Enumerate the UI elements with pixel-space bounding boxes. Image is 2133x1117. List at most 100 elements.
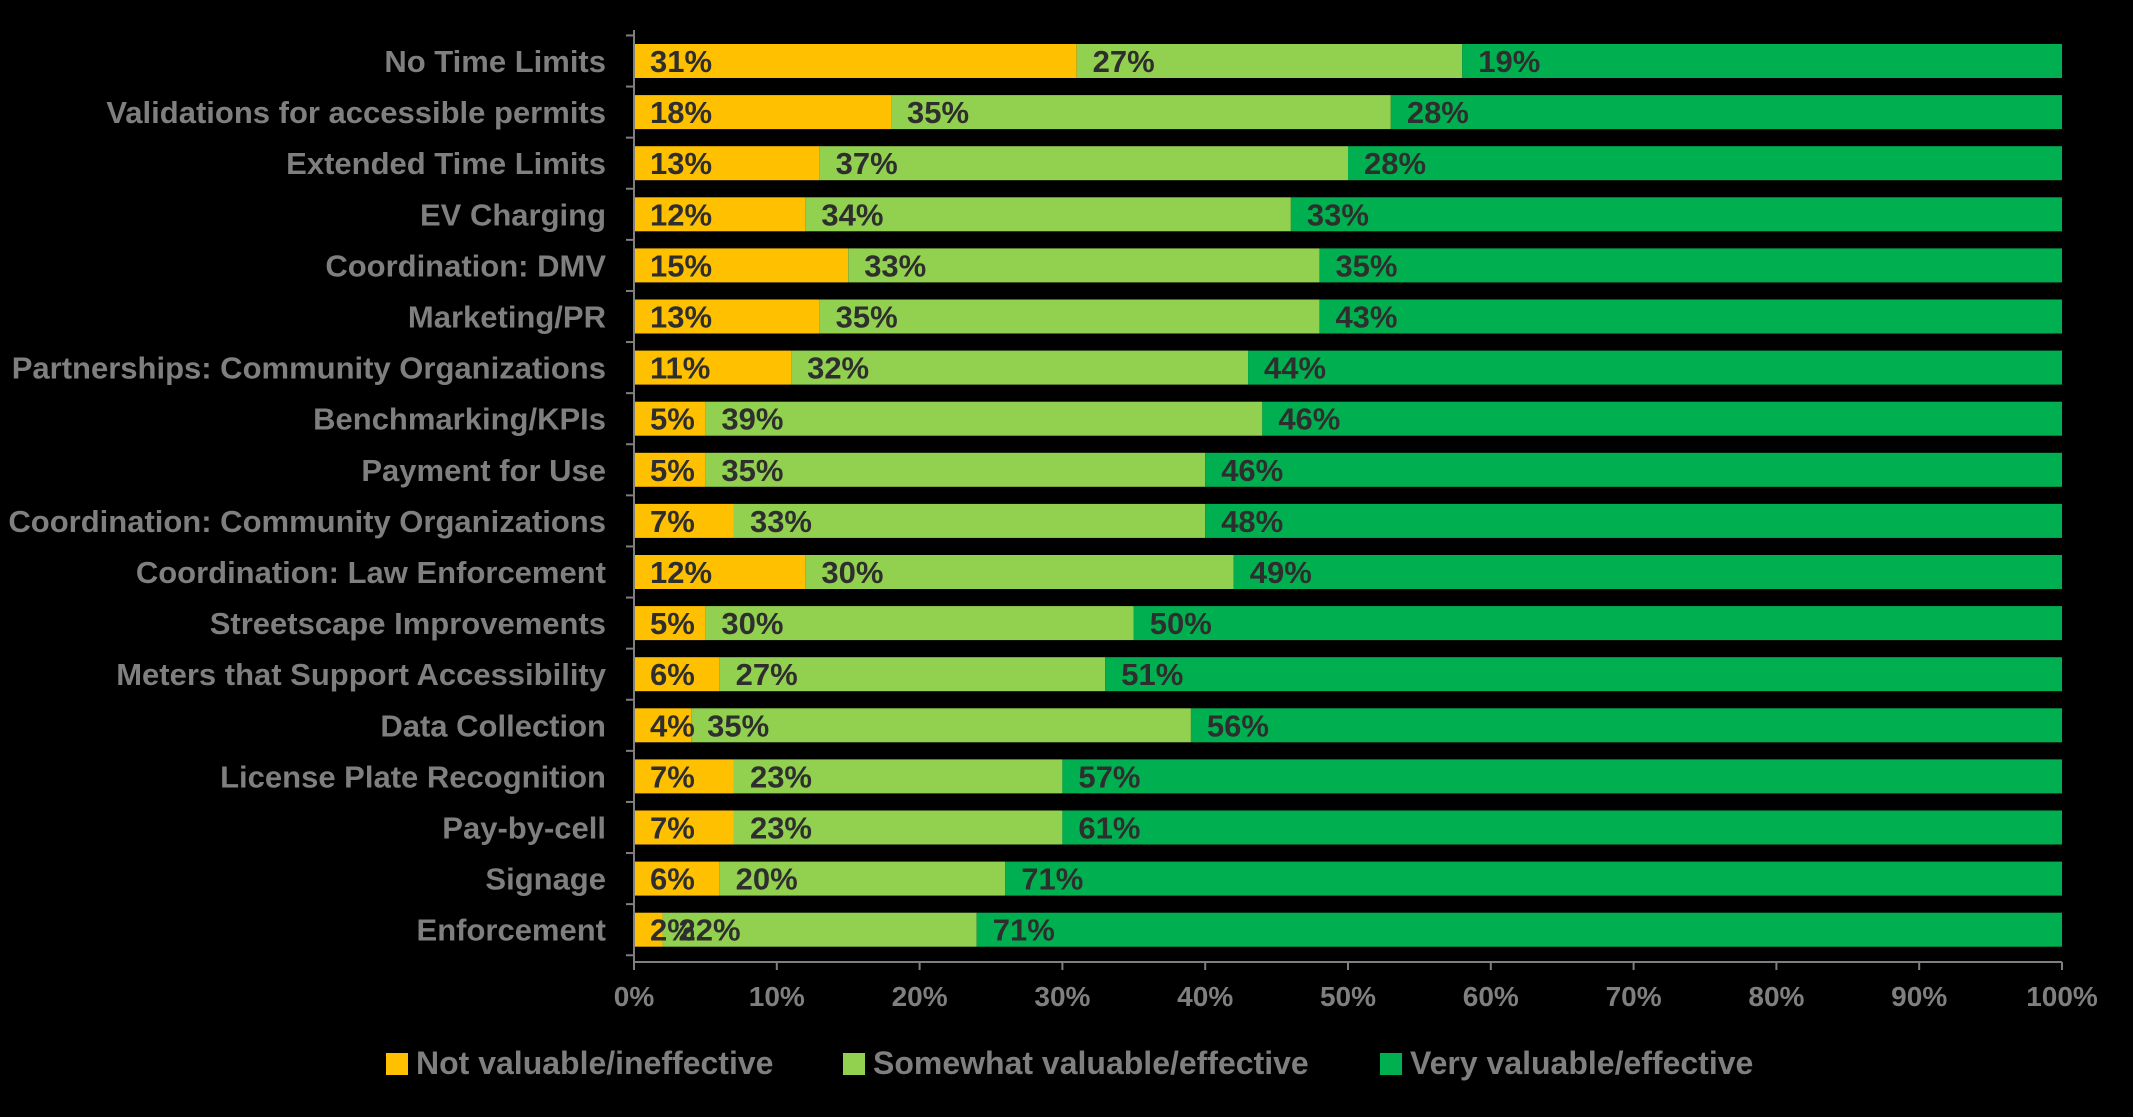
category-label: Partnerships: Community Organizations	[12, 351, 606, 386]
data-label: 28%	[1364, 146, 1426, 181]
data-label: 23%	[750, 759, 812, 794]
category-label: Meters that Support Accessibility	[116, 657, 607, 692]
data-label: 61%	[1078, 811, 1140, 846]
x-tick-label: 0%	[614, 981, 655, 1012]
bar-segment	[634, 44, 1077, 78]
bar-segment	[1348, 146, 2062, 181]
data-label: 33%	[750, 504, 812, 539]
category-label: No Time Limits	[384, 44, 606, 79]
data-label: 4%	[650, 708, 695, 743]
bar-segment	[819, 146, 1348, 181]
category-labels-group: No Time Limits Validations for accessible…	[8, 44, 606, 948]
bar-segment	[634, 452, 706, 487]
data-label: 35%	[707, 708, 769, 743]
category-label: Coordination: Law Enforcement	[136, 555, 606, 590]
data-label: 20%	[736, 862, 798, 897]
bar-segment	[705, 452, 1206, 487]
data-label: 28%	[1407, 95, 1469, 130]
x-tick-label: 20%	[892, 981, 948, 1012]
data-label: 23%	[750, 811, 812, 846]
bar-segment	[1248, 350, 2062, 385]
category-label: License Plate Recognition	[220, 759, 606, 794]
bar-segment	[791, 350, 1249, 385]
data-label: 11%	[650, 351, 710, 386]
bar-segment	[705, 606, 1134, 641]
data-label: 51%	[1121, 657, 1183, 692]
data-label: 19%	[1478, 44, 1540, 79]
legend-swatch	[386, 1053, 408, 1075]
bar-segment	[848, 248, 1320, 283]
data-label: 18%	[650, 95, 712, 130]
bar-segment	[634, 861, 720, 896]
category-label: EV Charging	[420, 197, 606, 232]
bar-segment	[1205, 503, 2062, 538]
data-label: 35%	[836, 300, 898, 335]
bar-segment	[1233, 555, 2062, 589]
x-tick-label: 90%	[1891, 981, 1947, 1012]
category-label: Signage	[485, 862, 606, 897]
legend-label: Very valuable/effective	[1410, 1045, 1753, 1081]
data-label: 49%	[1250, 555, 1312, 590]
data-label: 56%	[1207, 708, 1269, 743]
data-label: 57%	[1078, 759, 1140, 794]
bar-segment	[719, 657, 1106, 692]
bar-segment	[1076, 44, 1463, 78]
bar-segment	[634, 810, 734, 845]
data-label: 6%	[650, 862, 695, 897]
bar-segment	[634, 555, 806, 589]
category-label: Extended Time Limits	[286, 146, 606, 181]
category-label: Validations for accessible permits	[106, 95, 606, 130]
bar-segment	[634, 299, 820, 334]
data-label: 32%	[807, 351, 869, 386]
bar-segment	[1133, 606, 2062, 641]
bar-segment	[705, 401, 1263, 436]
data-label: 46%	[1278, 402, 1340, 437]
bar-segment	[634, 401, 706, 436]
x-tick-label: 100%	[2026, 981, 2098, 1012]
data-label: 50%	[1150, 606, 1212, 641]
data-label: 44%	[1264, 351, 1326, 386]
data-label: 37%	[836, 146, 898, 181]
legend: Not valuable/ineffective Somewhat valuabl…	[386, 1045, 1753, 1081]
data-label: 15%	[650, 248, 712, 283]
bar-segment	[976, 912, 2062, 947]
bar-segment	[634, 912, 663, 947]
category-label: Data Collection	[380, 708, 606, 743]
x-tick-label: 40%	[1177, 981, 1233, 1012]
x-tick-label: 10%	[749, 981, 805, 1012]
data-label: 27%	[736, 657, 798, 692]
data-label: 6%	[650, 657, 695, 692]
bar-segment	[1319, 299, 2062, 334]
bar-segment	[634, 350, 792, 385]
bar-segment	[691, 708, 1191, 743]
bar-segment	[805, 197, 1291, 232]
bar-segment	[819, 299, 1320, 334]
data-label: 43%	[1335, 300, 1397, 335]
legend-label: Somewhat valuable/effective	[873, 1045, 1309, 1081]
data-label: 71%	[1021, 862, 1083, 897]
data-label: 35%	[721, 453, 783, 488]
category-label: Streetscape Improvements	[210, 606, 606, 641]
bar-segment	[1262, 401, 2062, 436]
data-label: 35%	[907, 95, 969, 130]
data-label: 2%	[650, 913, 695, 948]
data-label: 27%	[1093, 44, 1155, 79]
category-label: Benchmarking/KPIs	[313, 402, 606, 437]
bar-segment	[733, 810, 1063, 845]
legend-swatch	[843, 1053, 865, 1075]
category-label: Marketing/PR	[408, 300, 606, 335]
data-label: 30%	[821, 555, 883, 590]
category-label: Payment for Use	[361, 453, 606, 488]
category-label: Enforcement	[417, 913, 606, 948]
data-label: 5%	[650, 606, 695, 641]
bar-segment	[1105, 657, 2062, 692]
bar-segment	[733, 759, 1063, 794]
data-label: 7%	[650, 504, 695, 539]
bar-segment	[634, 606, 706, 641]
category-label: Coordination: DMV	[325, 248, 606, 283]
data-label: 46%	[1221, 453, 1283, 488]
data-label: 71%	[993, 913, 1055, 948]
data-label: 30%	[721, 606, 783, 641]
bar-segment	[891, 95, 1391, 130]
bar-segment	[1062, 759, 2062, 794]
